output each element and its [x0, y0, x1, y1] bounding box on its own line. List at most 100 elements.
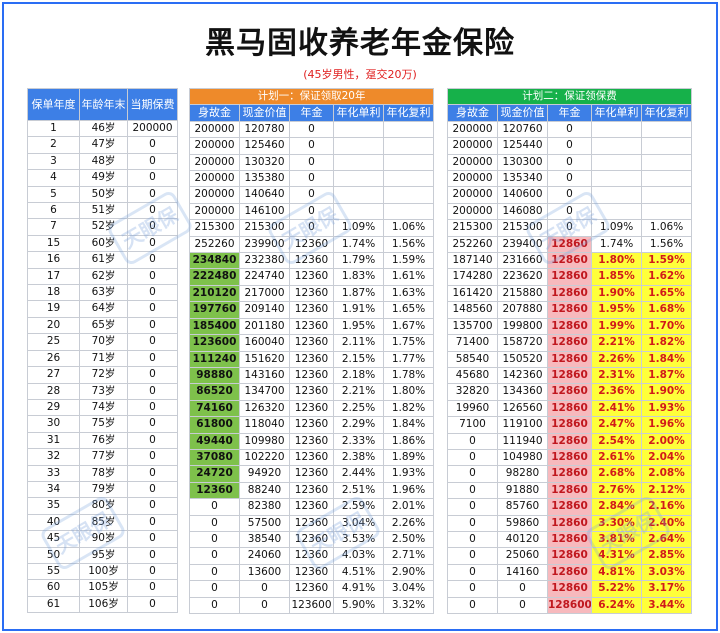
plan1-cell: 0 [189, 498, 240, 516]
plan2-cell: 125440 [497, 137, 548, 155]
plan1-row: 200000 135380 0 [189, 170, 435, 188]
policy-year-cell: 100岁 [79, 562, 128, 581]
plan2-cell: 200000 [447, 186, 498, 204]
plan2-header-simple-rate: 年化单利 [591, 104, 642, 122]
policy-year-cell: 0 [127, 530, 178, 548]
plan2-cell: 146080 [497, 202, 548, 221]
plan2-cell: 0 [497, 580, 548, 598]
policy-year-row: 32 77岁 0 [27, 448, 178, 466]
plan1-row: 74160 126320 12360 2.25% 1.82% [189, 399, 435, 418]
plan2-cell: 12860 [547, 350, 592, 368]
policy-year-cell: 60 [27, 579, 80, 597]
plan2-row: 148560 207880 12860 1.95% 1.68% [447, 301, 693, 319]
plan1-cell: 5.90% [333, 596, 384, 615]
policy-year-cell: 47岁 [79, 136, 128, 154]
policy-year-cell: 40 [27, 513, 80, 532]
plan1-cell: 1.65% [382, 301, 435, 319]
plan1-cell: 2.01% [382, 498, 435, 516]
plan1-cell: 2.18% [333, 366, 384, 385]
policy-year-cell: 63岁 [79, 284, 128, 302]
policy-year-cell: 105岁 [79, 579, 128, 597]
plan1-cell [382, 137, 435, 155]
plan1-cell: 12360 [289, 514, 334, 532]
plan1-row: 185400 201180 12360 1.95% 1.67% [189, 317, 435, 336]
plan2-row: 0 0 12860 5.22% 3.17% [447, 580, 693, 598]
policy-year-table-body: 1 46岁 200000 2 47岁 0 3 48岁 0 4 49岁 0 5 50岁 0 6 51岁 0 7 52岁 0… [27, 119, 178, 614]
plan2-cell: 2.54% [591, 432, 642, 450]
plan2-cell: 2.16% [640, 498, 693, 516]
policy-year-cell: 7 [27, 218, 80, 236]
policy-year-row: 3 48岁 0 [27, 152, 178, 171]
plan2-cell [640, 153, 693, 172]
plan2-row: 32820 134360 12860 2.36% 1.90% [447, 383, 693, 401]
plan2-cell [640, 137, 693, 155]
policy-year-cell: 75岁 [79, 415, 128, 433]
plan2-cell: 12860 [547, 268, 592, 286]
policy-year-cell: 1 [27, 119, 80, 138]
plan2-row: 200000 140600 0 [447, 186, 693, 204]
plan1-cell: 0 [189, 563, 240, 582]
plan1-cell: 0 [189, 530, 240, 549]
policy-year-row: 61 106岁 0 [27, 595, 178, 614]
plan2-cell: 12860 [547, 416, 592, 434]
policy-year-cell: 62岁 [79, 267, 128, 286]
policy-year-row: 5 50岁 0 [27, 185, 178, 204]
plan2-cell: 1.56% [640, 235, 693, 254]
plan1-cell: 239900 [239, 235, 290, 254]
plan1-cell [333, 170, 384, 188]
policy-year-row: 7 52岁 0 [27, 218, 178, 236]
plan2-cell: 200000 [447, 202, 498, 221]
policy-year-cell: 80岁 [79, 497, 128, 515]
plan2-title: 计划二：保证领保费 [446, 87, 693, 106]
plan2-row: 0 25060 12860 4.31% 2.85% [447, 547, 693, 565]
plan1-cell: 1.79% [333, 252, 384, 270]
plan1-cell: 0 [289, 120, 334, 139]
policy-year-cell: 0 [127, 546, 178, 564]
plan2-cell: 1.93% [640, 399, 693, 418]
plan1-cell: 12360 [289, 268, 334, 286]
plan2-cell: 12860 [547, 580, 592, 598]
policy-year-cell: 0 [127, 464, 178, 482]
plan1-cell: 12360 [289, 350, 334, 368]
plan1-cell: 200000 [189, 153, 240, 172]
policy-year-row: 40 85岁 0 [27, 513, 178, 532]
plan1-header-death-benefit: 身故金 [189, 104, 240, 122]
plan1-cell [333, 137, 384, 155]
plan1-cell [333, 120, 384, 139]
plan2-row: 0 85760 12860 2.84% 2.16% [447, 498, 693, 516]
policy-year-row: 26 71岁 0 [27, 349, 178, 368]
policy-year-cell: 34 [27, 480, 80, 499]
plan2-cell: 1.80% [591, 252, 642, 270]
plan2-cell [640, 186, 693, 204]
plan2-cell: 32820 [447, 383, 498, 401]
plan1-cell: 12360 [189, 481, 240, 500]
plan2-cell: 0 [547, 170, 592, 188]
plan2-cell: 12860 [547, 547, 592, 565]
plan1-cell: 151620 [239, 350, 290, 368]
plan2-cell: 12860 [547, 448, 592, 467]
plan1-header-annuity: 年金 [289, 104, 334, 122]
plan2-cell: 142360 [497, 366, 548, 385]
plan2-row: 0 104980 12860 2.61% 2.04% [447, 448, 693, 467]
plan1-cell: 123600 [189, 334, 240, 352]
policy-year-row: 18 63岁 0 [27, 284, 178, 302]
plan2-cell: 0 [447, 448, 498, 467]
plan1-cell: 2.26% [382, 514, 435, 532]
plan1-cell [382, 170, 435, 188]
plan1-cell: 3.32% [382, 596, 435, 615]
policy-year-cell: 79岁 [79, 480, 128, 499]
plan2-cell: 1.65% [640, 284, 693, 303]
plan2-cell: 12860 [547, 563, 592, 582]
plan2-cell: 12860 [547, 334, 592, 352]
policy-year-cell: 0 [127, 152, 178, 171]
plan1-cell: 2.59% [333, 498, 384, 516]
plan2-cell: 231660 [497, 252, 548, 270]
plan2-table: 计划二：保证领保费 身故金 现金价值 年金 年化单利 年化复利 200000 12… [446, 87, 693, 615]
policy-year-row: 34 79岁 0 [27, 480, 178, 499]
plan1-cell: 217000 [239, 284, 290, 303]
policy-year-cell: 85岁 [79, 513, 128, 532]
plan2-row: 135700 199800 12860 1.99% 1.70% [447, 317, 693, 336]
policy-year-row: 15 60岁 0 [27, 234, 178, 253]
plan2-cell: 1.62% [640, 268, 693, 286]
plan1-cell: 12360 [289, 284, 334, 303]
